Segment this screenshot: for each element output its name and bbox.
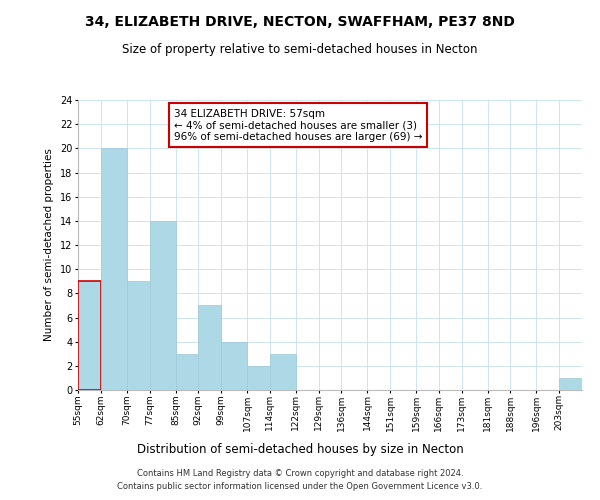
Bar bbox=[270, 354, 296, 390]
Text: Distribution of semi-detached houses by size in Necton: Distribution of semi-detached houses by … bbox=[137, 442, 463, 456]
Bar bbox=[78, 281, 101, 390]
Y-axis label: Number of semi-detached properties: Number of semi-detached properties bbox=[44, 148, 55, 342]
Bar bbox=[221, 342, 247, 390]
Bar bbox=[101, 148, 127, 390]
Bar bbox=[199, 306, 221, 390]
Bar bbox=[149, 221, 176, 390]
Text: 34 ELIZABETH DRIVE: 57sqm
← 4% of semi-detached houses are smaller (3)
96% of se: 34 ELIZABETH DRIVE: 57sqm ← 4% of semi-d… bbox=[174, 108, 422, 142]
Bar bbox=[247, 366, 270, 390]
Bar bbox=[559, 378, 582, 390]
Bar bbox=[127, 281, 149, 390]
Bar bbox=[176, 354, 199, 390]
Text: Contains public sector information licensed under the Open Government Licence v3: Contains public sector information licen… bbox=[118, 482, 482, 491]
Text: 34, ELIZABETH DRIVE, NECTON, SWAFFHAM, PE37 8ND: 34, ELIZABETH DRIVE, NECTON, SWAFFHAM, P… bbox=[85, 15, 515, 29]
Text: Contains HM Land Registry data © Crown copyright and database right 2024.: Contains HM Land Registry data © Crown c… bbox=[137, 468, 463, 477]
Text: Size of property relative to semi-detached houses in Necton: Size of property relative to semi-detach… bbox=[122, 42, 478, 56]
